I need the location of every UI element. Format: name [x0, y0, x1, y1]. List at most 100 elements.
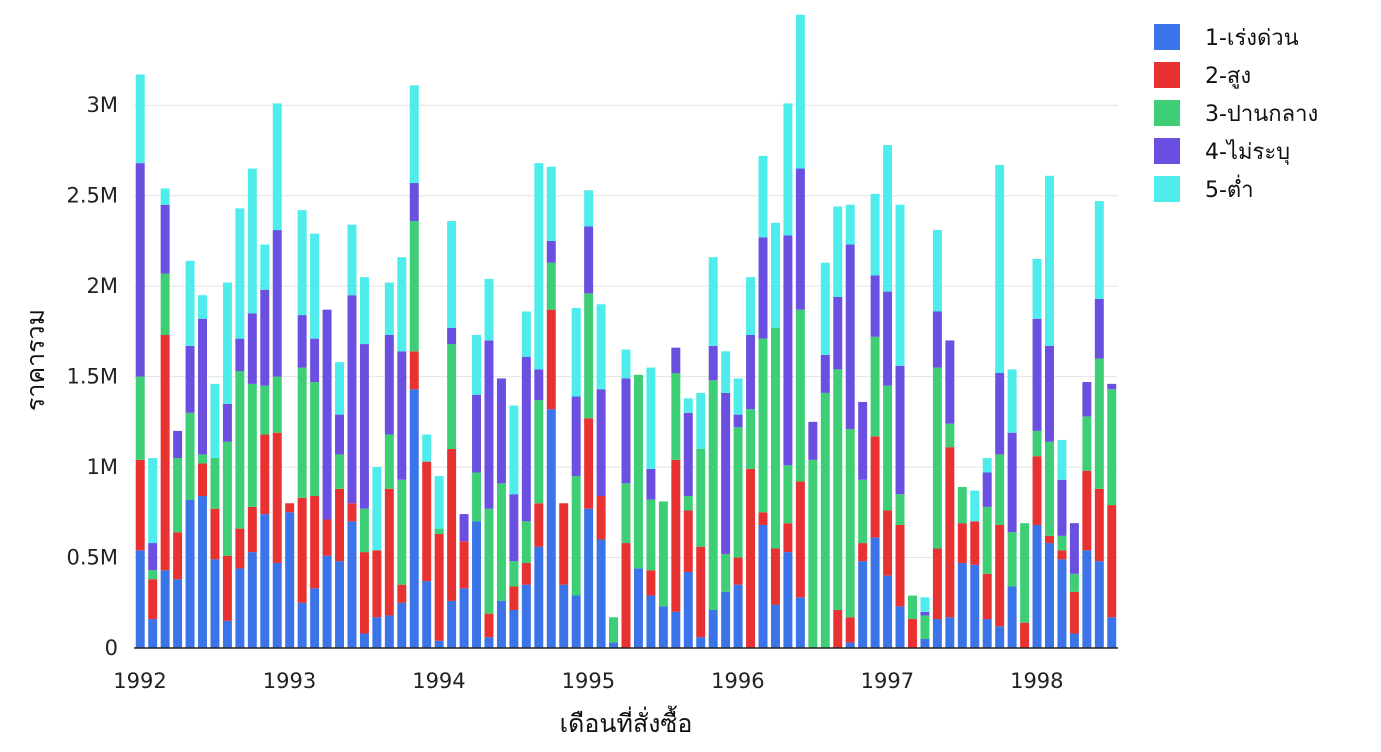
bar-segment-series-3	[658, 501, 668, 607]
bar-segment-series-3	[359, 508, 369, 553]
bar-segment-series-4	[621, 378, 631, 484]
bar-segment-series-4	[920, 611, 930, 616]
bar-segment-series-5	[1045, 175, 1054, 346]
bar-segment-series-4	[397, 351, 407, 480]
bar-segment-series-5	[995, 164, 1005, 373]
bar-segment-series-4	[708, 345, 718, 381]
bar-segment-series-2	[1107, 505, 1117, 618]
bar-segment-series-1	[571, 595, 581, 648]
bar-segment-series-3	[721, 553, 731, 592]
bar-segment-series-1	[359, 633, 369, 648]
bar-segment-series-2	[272, 432, 282, 563]
bar-segment-series-4	[895, 365, 905, 495]
legend-swatch	[1154, 24, 1180, 50]
bar-segment-series-2	[683, 510, 693, 573]
bar-segment-series-4	[721, 392, 731, 554]
bar-segment-series-5	[1032, 259, 1042, 319]
bar-segment-series-1	[484, 637, 494, 648]
bar-segment-series-2	[995, 524, 1005, 627]
bar-segment-series-3	[148, 570, 158, 580]
bar-segment-series-2	[198, 463, 207, 497]
bar-segment-series-3	[546, 262, 556, 310]
bar-segment-series-5	[521, 311, 531, 357]
bar-segment-series-5	[222, 282, 232, 404]
bar-segment-series-1	[472, 521, 482, 648]
bar-segment-series-5	[721, 351, 731, 393]
bar-segment-series-3	[509, 561, 519, 587]
bar-segment-series-3	[235, 371, 245, 529]
bar-segment-series-5	[335, 362, 345, 415]
bar-segment-series-3	[646, 499, 656, 571]
bar-segment-series-5	[708, 257, 718, 346]
bar-segment-series-3	[584, 293, 594, 419]
bar-segment-series-4	[534, 369, 544, 401]
bar-segment-series-4	[222, 403, 232, 442]
bar-segment-series-1	[870, 537, 880, 648]
bar-segment-series-5	[434, 476, 444, 529]
bar-segment-series-1	[1032, 524, 1042, 648]
bar-segment-series-5	[920, 597, 930, 612]
bar-segment-series-2	[434, 534, 444, 641]
bar-segment-series-4	[235, 338, 245, 372]
bar-segment-series-3	[858, 479, 868, 544]
bar-segment-series-1	[1007, 586, 1017, 648]
bar-segment-series-1	[683, 572, 693, 648]
bar-segment-series-5	[148, 458, 158, 544]
legend-label: 3-ปานกลาง	[1205, 102, 1318, 127]
legend-swatch	[1154, 62, 1180, 88]
bar-segment-series-2	[509, 586, 519, 611]
bar-segment-series-3	[297, 367, 307, 498]
bar-segment-series-3	[1057, 535, 1067, 551]
bar-segment-series-2	[833, 610, 843, 648]
bar-segment-series-4	[496, 378, 506, 484]
bar-segment-series-5	[883, 145, 893, 292]
bar-segment-series-3	[1107, 389, 1117, 506]
bar-segment-series-4	[783, 235, 793, 466]
bar-segment-series-4	[409, 183, 419, 222]
y-axis-title: ราคารวม	[21, 309, 50, 411]
bar-segment-series-2	[845, 617, 855, 643]
bar-segment-series-1	[335, 561, 345, 648]
bar-segment-series-3	[907, 595, 917, 620]
bar-segment-series-2	[521, 562, 531, 585]
bar-segment-series-2	[359, 552, 369, 634]
bar-segment-series-1	[347, 521, 357, 648]
bar-segment-series-1	[422, 581, 432, 648]
bar-segment-series-3	[633, 374, 643, 569]
bar-segment-series-5	[359, 277, 369, 345]
bar-segment-series-5	[758, 155, 768, 238]
bar-segment-series-4	[1007, 432, 1017, 533]
bar-segment-series-3	[173, 458, 183, 533]
bar-segment-series-5	[845, 204, 855, 245]
bar-segment-series-3	[1082, 416, 1092, 471]
bar-segment-series-5	[683, 398, 693, 413]
legend-label: 1-เร่งด่วน	[1205, 26, 1299, 51]
legend-swatch	[1154, 100, 1180, 126]
bar-segment-series-3	[945, 423, 955, 448]
bar-segment-series-5	[272, 103, 282, 231]
y-tick-label: 1.5M	[66, 365, 118, 389]
bar-segment-series-5	[260, 244, 270, 290]
bar-segment-series-4	[1082, 382, 1092, 417]
bar-segment-series-3	[845, 429, 855, 618]
bar-segment-series-1	[185, 499, 195, 648]
bar-segment-series-2	[422, 461, 432, 582]
y-tick-label: 0.5M	[66, 546, 118, 570]
bar-segment-series-5	[596, 304, 606, 390]
bar-segment-series-5	[970, 490, 980, 522]
bar-segment-series-5	[696, 392, 706, 449]
bar-segment-series-2	[148, 579, 158, 620]
bar-segment-series-5	[982, 458, 992, 473]
bar-segment-series-4	[758, 237, 768, 339]
bar-segment-series-5	[733, 378, 743, 415]
bar-segment-series-2	[347, 503, 357, 522]
bar-segment-series-3	[1069, 573, 1079, 592]
bar-segment-series-4	[932, 311, 942, 368]
bar-segment-series-1	[596, 539, 606, 648]
bar-segment-series-1	[1057, 559, 1067, 648]
bar-segment-series-1	[1107, 617, 1117, 648]
bar-segment-series-1	[210, 559, 220, 648]
bar-segment-series-2	[173, 532, 183, 580]
bar-segment-series-1	[285, 512, 295, 648]
